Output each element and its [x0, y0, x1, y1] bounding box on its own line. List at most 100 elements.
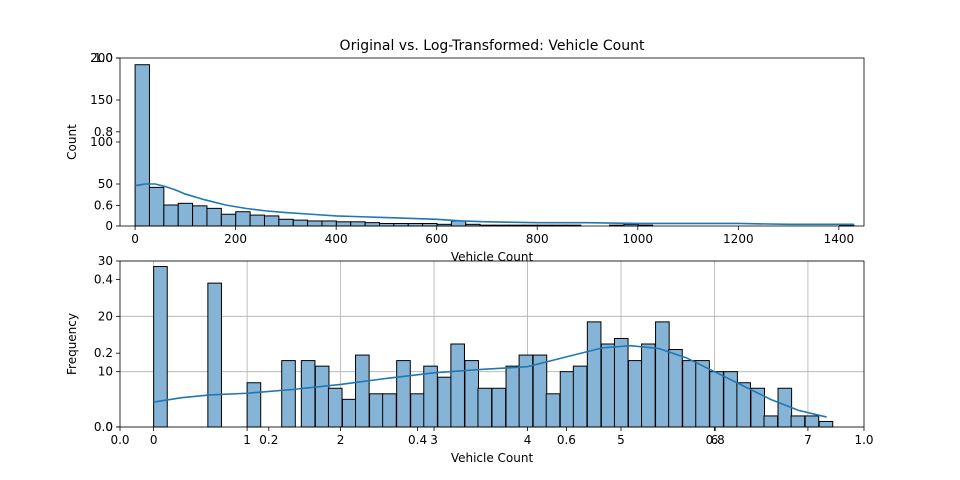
x-tick-label: 3 — [430, 433, 438, 447]
x-tick-label: 5 — [617, 433, 625, 447]
histogram-bar — [505, 365, 521, 428]
histogram-bar — [177, 202, 194, 227]
ghost-y-tick-label: 0.0 — [94, 420, 113, 434]
histogram-bar — [350, 221, 366, 227]
figure-title: Original vs. Log-Transformed: Vehicle Co… — [340, 38, 645, 54]
histogram-bar — [627, 360, 643, 428]
histogram-bar — [281, 360, 296, 428]
histogram-bar — [148, 186, 165, 227]
histogram-bar — [341, 398, 357, 428]
ghost-y-tick-label: 1.0 — [94, 51, 113, 65]
x-axis-label: Vehicle Count — [451, 451, 534, 465]
histogram-bar — [355, 354, 370, 428]
x-tick-label: 4 — [524, 433, 532, 447]
x-tick-label: 1400 — [824, 232, 855, 246]
histogram-bar — [668, 349, 683, 428]
histogram-bar — [206, 207, 222, 227]
y-tick-label: 50 — [98, 177, 113, 191]
ghost-axes-layer: 0.0 0.2 0.4 0.6 0.8 1.0 0.0 0.2 0.4 0.6 0.8 1.0 — [94, 51, 874, 447]
ghost-y-tick-label: 0.2 — [94, 346, 113, 360]
histogram-bar — [163, 204, 179, 227]
histogram-bar — [613, 337, 629, 428]
ghost-y-tick-label: 0.6 — [94, 199, 113, 213]
x-tick-label: 2 — [337, 433, 345, 447]
histogram-bar — [314, 365, 330, 428]
histogram-bar — [572, 365, 588, 428]
histogram-bar — [263, 215, 280, 227]
x-tick-label: 1000 — [623, 232, 654, 246]
y-tick-label: 0 — [105, 420, 113, 434]
histogram-bar — [600, 343, 616, 428]
histogram-bar — [423, 365, 438, 428]
histogram-bar — [763, 415, 779, 428]
histogram-bar — [804, 415, 820, 428]
histogram-bar — [491, 387, 507, 428]
x-tick-label: 800 — [526, 232, 549, 246]
ghost-y-tick-label: 0.8 — [94, 125, 113, 139]
histogram-bar — [709, 371, 724, 428]
y-axis-label: Frequency — [65, 313, 79, 375]
y-axis-label: Count — [65, 124, 79, 160]
histogram-bar — [450, 343, 465, 428]
histogram-bar — [335, 221, 352, 227]
histogram-bar — [437, 376, 452, 428]
histogram-bar — [369, 393, 384, 428]
y-tick-label: 100 — [90, 135, 113, 149]
histogram-bar — [321, 220, 337, 227]
kde-line — [134, 183, 854, 226]
kde-line — [153, 344, 827, 418]
x-tick-label: 0 — [131, 232, 139, 246]
log-histogram-plot: 0 1 2 3 4 5 6 7 0 10 20 30 Vehicle Count Frequency — [65, 254, 865, 465]
histogram-bar — [750, 387, 766, 428]
ghost-x-tick-label: 0.0 — [110, 433, 129, 447]
histogram-bar — [655, 321, 670, 428]
histogram-bar — [192, 205, 208, 227]
original-histogram-plot: 0 200 400 600 800 1000 1200 1400 0 50 100 150 200 Veh… — [65, 51, 865, 264]
histogram-bar — [235, 211, 251, 227]
histogram-bar — [477, 387, 493, 428]
histogram-bar — [307, 220, 323, 227]
ghost-x-tick-label: 1.0 — [854, 433, 873, 447]
x-tick-label: 7 — [804, 433, 812, 447]
histogram-bar — [207, 282, 222, 428]
histogram-bar — [545, 393, 561, 428]
x-tick-label: 0 — [150, 433, 158, 447]
histogram-bar — [382, 393, 397, 428]
ghost-y-tick-label: 0.4 — [94, 272, 113, 286]
ghost-x-tick-label: 0.4 — [408, 433, 427, 447]
histogram-bar — [134, 64, 150, 227]
histogram-bar — [364, 222, 380, 227]
histogram-bar — [559, 371, 575, 428]
histogram-bar — [790, 415, 806, 428]
x-tick-label: 400 — [325, 232, 348, 246]
y-tick-label: 20 — [98, 309, 113, 323]
histogram-bar — [586, 321, 602, 428]
histogram-bar — [682, 360, 697, 428]
histogram-bar — [153, 266, 168, 428]
histogram-bar — [818, 420, 834, 428]
ghost-x-tick-label: 0.2 — [259, 433, 278, 447]
y-tick-label: 30 — [98, 254, 113, 268]
ghost-x-tick-label: 0.8 — [706, 433, 725, 447]
histogram-bar — [246, 382, 262, 428]
x-tick-label: 1200 — [723, 232, 754, 246]
x-tick-label: 200 — [224, 232, 247, 246]
plot-area — [120, 58, 864, 226]
histogram-bar — [327, 387, 343, 428]
x-tick-label: 6 — [711, 433, 719, 447]
histogram-bar — [736, 382, 751, 428]
y-tick-label: 150 — [90, 93, 113, 107]
y-tick-label: 10 — [98, 365, 113, 379]
x-tick-label: 1 — [243, 433, 251, 447]
histogram-bar — [249, 214, 265, 227]
y-tick-label: 0 — [105, 219, 113, 233]
histogram-bar — [300, 360, 316, 428]
histogram-bar — [278, 218, 294, 227]
x-axis-label: Vehicle Count — [451, 250, 534, 264]
histogram-bar — [532, 354, 548, 428]
ghost-x-tick-label: 0.6 — [557, 433, 576, 447]
histogram-bar — [220, 213, 237, 227]
histogram-bar — [641, 343, 656, 428]
histogram-bar — [292, 219, 309, 227]
